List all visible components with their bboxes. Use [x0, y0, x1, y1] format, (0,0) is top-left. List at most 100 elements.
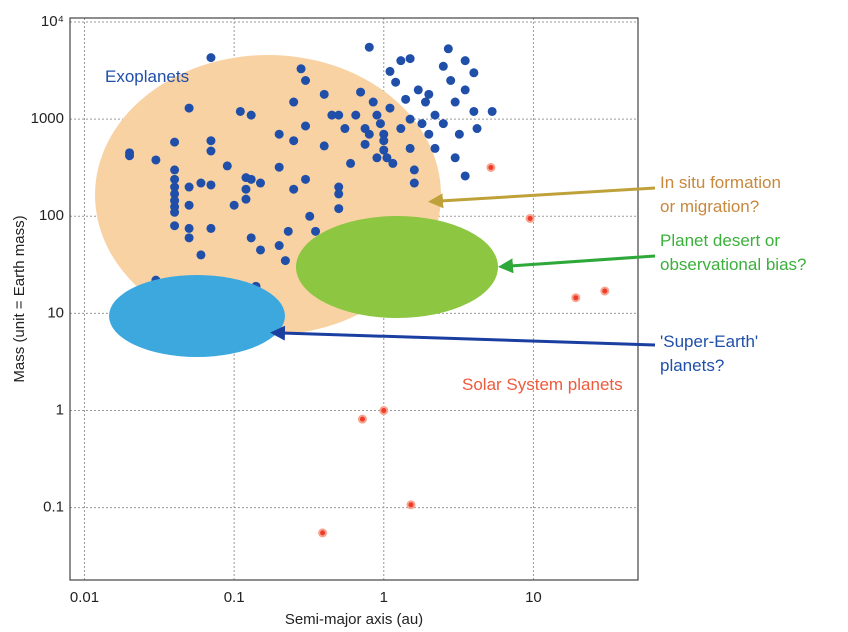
data-point — [170, 196, 180, 206]
data-point — [235, 106, 245, 116]
data-point — [340, 124, 350, 134]
data-point — [229, 200, 239, 210]
y-tick-label: 0.1 — [43, 499, 64, 516]
arrow — [270, 325, 656, 347]
data-point — [311, 226, 321, 236]
data-point — [446, 75, 456, 85]
annotation: planets? — [660, 356, 724, 375]
data-point — [351, 110, 361, 120]
data-point — [296, 64, 306, 74]
arrow — [428, 186, 656, 209]
data-point — [379, 145, 389, 155]
data-point — [385, 66, 395, 76]
x-axis-label: Semi-major axis (au) — [285, 611, 423, 628]
data-point — [246, 174, 256, 184]
y-tick-label: 10⁴ — [41, 13, 64, 30]
data-point — [391, 77, 401, 87]
data-point — [184, 103, 194, 113]
annotation: 'Super-Earth' — [660, 332, 758, 351]
data-point — [443, 44, 453, 54]
data-point — [206, 146, 216, 156]
data-point — [301, 121, 311, 131]
data-point — [334, 204, 344, 214]
data-point — [413, 85, 423, 95]
data-point — [170, 182, 180, 192]
data-point — [375, 119, 385, 129]
data-point — [417, 119, 427, 129]
data-point — [274, 241, 284, 251]
data-point — [406, 500, 416, 510]
y-tick-label: 100 — [39, 207, 64, 224]
y-tick-label: 1 — [56, 402, 64, 419]
arrow — [498, 254, 656, 274]
data-point — [206, 136, 216, 146]
data-point — [170, 207, 180, 217]
data-point — [255, 245, 265, 255]
data-point — [405, 54, 415, 64]
annotation: Planet desert or — [660, 231, 780, 250]
data-point — [184, 200, 194, 210]
plot-frame — [69, 17, 639, 581]
data-point — [289, 184, 299, 194]
data-point — [356, 87, 366, 97]
data-point — [379, 129, 389, 139]
data-point — [438, 119, 448, 129]
data-point — [364, 42, 374, 52]
data-point — [486, 162, 496, 172]
data-point — [206, 180, 216, 190]
data-point — [430, 143, 440, 153]
x-tick-label: 1 — [380, 589, 388, 606]
data-point — [301, 174, 311, 184]
data-point — [170, 189, 180, 199]
data-point — [600, 286, 610, 296]
data-point — [280, 256, 290, 266]
y-axis-label: Mass (unit = Earth mass) — [11, 215, 28, 382]
data-point — [396, 56, 406, 66]
data-point — [409, 178, 419, 188]
data-point — [454, 129, 464, 139]
data-point — [318, 528, 328, 538]
annotation: observational bias? — [660, 255, 806, 274]
super-earth-region — [109, 275, 285, 357]
data-point — [246, 110, 256, 120]
data-point — [346, 158, 356, 168]
data-point — [472, 124, 482, 134]
data-point — [327, 110, 337, 120]
data-point — [372, 110, 382, 120]
data-point — [274, 162, 284, 172]
desert-region — [296, 216, 498, 318]
data-point — [170, 174, 180, 184]
data-point — [289, 136, 299, 146]
data-point — [255, 178, 265, 188]
data-point — [424, 129, 434, 139]
x-tick-label: 0.01 — [70, 589, 99, 606]
data-point — [372, 153, 382, 163]
y-tick-label: 1000 — [31, 110, 64, 127]
data-point — [571, 293, 581, 303]
data-point — [460, 85, 470, 95]
data-point — [319, 141, 329, 151]
data-point — [241, 194, 251, 204]
data-point — [409, 165, 419, 175]
data-point — [405, 143, 415, 153]
data-point — [301, 75, 311, 85]
data-point — [305, 211, 315, 221]
data-point — [170, 137, 180, 147]
data-point — [450, 97, 460, 107]
data-point — [184, 233, 194, 243]
data-point — [379, 136, 389, 146]
data-point — [385, 103, 395, 113]
data-point — [460, 171, 470, 181]
data-point — [319, 89, 329, 99]
data-point — [196, 178, 206, 188]
x-tick-label: 10 — [525, 589, 542, 606]
data-point — [184, 182, 194, 192]
data-point — [334, 189, 344, 199]
data-point — [151, 155, 161, 165]
data-point — [438, 61, 448, 71]
data-point — [379, 406, 389, 416]
y-tick-label: 10 — [47, 304, 64, 321]
data-point — [487, 106, 497, 116]
data-point — [206, 223, 216, 233]
